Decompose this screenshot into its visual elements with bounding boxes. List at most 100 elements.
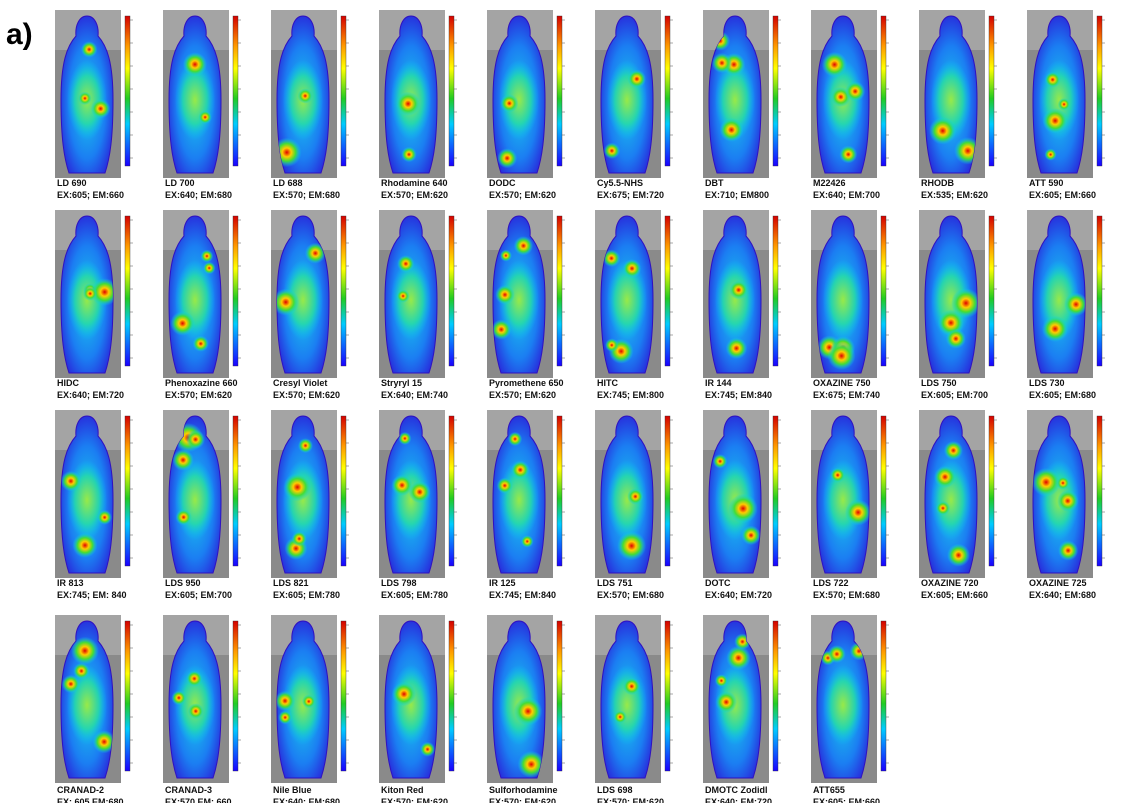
hot-spot xyxy=(947,544,970,567)
panel: HIDC EX:640; EM:720 xyxy=(55,210,133,400)
color-bar xyxy=(125,416,130,566)
glow xyxy=(823,665,863,745)
dye-conditions: EX: 605 EM:680 xyxy=(57,797,124,803)
dye-name: Phenoxazine 660 xyxy=(165,378,238,388)
hot-spot xyxy=(521,535,534,548)
color-bar xyxy=(881,621,886,771)
dye-name: LDS 730 xyxy=(1029,378,1065,388)
hot-spot xyxy=(720,118,744,142)
panel: DMOTC ZodidlEX:640; EM:720 xyxy=(703,615,781,803)
dye-conditions: EX:605; EM:660 xyxy=(1029,190,1096,200)
hot-spot xyxy=(839,145,857,163)
dye-conditions: EX:675; EM:740 xyxy=(813,390,880,400)
dye-conditions: EX:745; EM:840 xyxy=(705,390,772,400)
color-bar xyxy=(773,216,778,366)
panel: IR 125EX:745; EM:840 xyxy=(487,410,565,600)
glow xyxy=(607,665,647,745)
hot-spot xyxy=(278,711,292,725)
color-bar xyxy=(557,216,562,366)
dye-name: LDS 698 xyxy=(597,785,633,795)
dye-name: Stryryl 15 xyxy=(381,378,422,388)
color-bar xyxy=(449,16,454,166)
hot-spot xyxy=(283,473,311,501)
color-bar xyxy=(557,621,562,771)
dye-conditions: EX:570; EM:620 xyxy=(489,797,556,803)
dye-conditions: EX:640; EM:720 xyxy=(57,390,124,400)
dye-name: LDS 798 xyxy=(381,578,417,588)
dye-name: ATT655 xyxy=(813,785,845,795)
dye-conditions: EX:640; EM:700 xyxy=(813,190,880,200)
color-bar xyxy=(557,16,562,166)
hot-spot xyxy=(72,533,97,558)
glow xyxy=(715,260,755,340)
dye-conditions: EX:605; EM:680 xyxy=(1029,390,1096,400)
color-bar xyxy=(773,416,778,566)
dye-conditions: EX:745; EM:840 xyxy=(489,590,556,600)
dye-name: RHODB xyxy=(921,178,954,188)
dye-conditions: EX:605; EM:780 xyxy=(381,590,448,600)
color-bar xyxy=(773,621,778,771)
panel: LD 700 EX:640; EM:680 xyxy=(163,10,241,200)
color-bar xyxy=(449,621,454,771)
dye-name: Sulforhodamine xyxy=(489,785,558,795)
panel: CRANAD-3EX:570 EM: 660 xyxy=(163,615,241,803)
panel: LDS 798 EX:605; EM:780 xyxy=(379,410,457,600)
hot-spot xyxy=(623,678,640,695)
panel: LDS 730 EX:605; EM:680 xyxy=(1027,210,1105,400)
hot-spot xyxy=(396,289,409,302)
color-bar xyxy=(233,621,238,771)
dye-conditions: EX:605; EM:660 xyxy=(921,590,988,600)
hot-spot xyxy=(929,117,956,144)
color-bar xyxy=(557,416,562,566)
hot-spot xyxy=(628,70,646,88)
hot-spot xyxy=(715,691,737,713)
dye-name: LDS 821 xyxy=(273,578,309,588)
hot-spot xyxy=(81,41,97,57)
dye-conditions: EX:570; EM:680 xyxy=(597,590,664,600)
hot-spot xyxy=(729,281,748,300)
dye-conditions: EX:570; EM:620 xyxy=(165,390,232,400)
dye-conditions: EX:570; EM:680 xyxy=(273,190,340,200)
hot-spot xyxy=(396,92,420,116)
hot-spot xyxy=(497,148,517,168)
hot-spot xyxy=(514,236,533,255)
hot-spot xyxy=(1043,108,1068,133)
hot-spot xyxy=(623,259,641,277)
dye-name: LDS 751 xyxy=(597,578,633,588)
panel: LDS 751 EX:570; EM:680 xyxy=(595,410,673,600)
dye-name: Nile Blue xyxy=(273,785,312,795)
dye-name: LDS 722 xyxy=(813,578,849,588)
dye-name: LD 688 xyxy=(273,178,303,188)
panel: HITCEX:745; EM:800 xyxy=(595,210,673,400)
hot-spot xyxy=(1064,292,1088,316)
panel: LDS 821EX:605; EM:780 xyxy=(271,410,349,600)
hot-spot xyxy=(712,53,732,73)
dye-conditions: EX:640; EM:680 xyxy=(273,797,340,803)
glow xyxy=(391,665,431,745)
hot-spot xyxy=(713,454,727,468)
color-bar xyxy=(233,416,238,566)
hot-spot xyxy=(514,697,542,725)
dye-name: CRANAD-2 xyxy=(57,785,104,795)
hot-spot xyxy=(397,255,414,272)
hot-spot xyxy=(934,466,956,488)
hot-spot xyxy=(604,143,620,159)
hot-spot xyxy=(292,531,307,546)
dye-name: HIDC xyxy=(57,378,79,388)
color-bar xyxy=(989,16,994,166)
dye-name: Cresyl Violet xyxy=(273,378,327,388)
panel: LDS 950EX:605; EM:700 xyxy=(163,410,241,600)
glow xyxy=(175,460,215,540)
hot-spot xyxy=(78,92,91,105)
dye-conditions: EX:640; EM:680 xyxy=(1029,590,1096,600)
dye-name: LD 700 xyxy=(165,178,195,188)
panel: LD 688 EX:570; EM:680 xyxy=(271,10,349,200)
dye-conditions: EX:640; EM:680 xyxy=(165,190,232,200)
hot-spot xyxy=(828,645,846,663)
hot-spot xyxy=(828,342,856,370)
